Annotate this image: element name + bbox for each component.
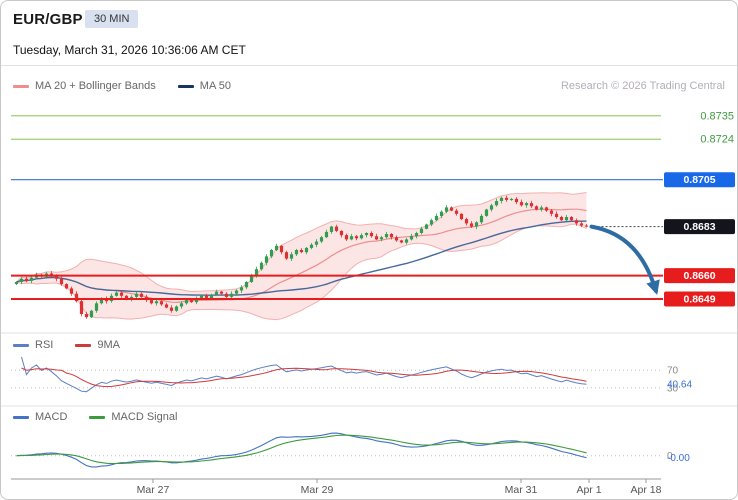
- chart-datetime: Tuesday, March 31, 2026 10:36:06 AM CET: [13, 43, 246, 57]
- rsi-9ma-label: 9MA: [97, 339, 120, 351]
- rsi-label: RSI: [35, 339, 54, 351]
- x-tick-label: Mar 29: [301, 484, 334, 495]
- svg-text:30: 30: [667, 383, 679, 394]
- level-badge-0.8660: [664, 268, 735, 284]
- header-divider: [1, 65, 737, 66]
- x-tick-label: Apr 18: [631, 484, 662, 495]
- rsi-legend: RSI 9MA: [13, 339, 142, 351]
- svg-text:0.8649: 0.8649: [683, 294, 715, 306]
- svg-text:70: 70: [667, 366, 679, 377]
- macd-signal-label: MACD Signal: [111, 411, 178, 423]
- level-badge-0.8683: [664, 219, 735, 235]
- ma50-line: [16, 220, 587, 296]
- svg-text:0.8660: 0.8660: [683, 270, 715, 282]
- macd-signal-swatch-icon: [89, 415, 106, 419]
- macd-swatch-icon: [13, 415, 29, 419]
- svg-text:0.8705: 0.8705: [683, 174, 715, 186]
- level-badge-0.8705: [664, 172, 735, 188]
- candlestick-series: [14, 195, 589, 319]
- x-tick-label: Mar 31: [505, 484, 538, 495]
- timeframe-badge: 30 MIN: [85, 10, 139, 28]
- level-badge-0.8649: [664, 291, 735, 307]
- legend-item-rsi-9ma: 9MA: [75, 339, 120, 351]
- bollinger-band: [16, 192, 587, 321]
- x-tick-label: Mar 27: [137, 484, 170, 495]
- legend-item-ma20-bb: MA 20 + Bollinger Bands: [13, 80, 156, 92]
- legend-item-macd: MACD: [13, 411, 67, 423]
- rsi-9ma-swatch-icon: [75, 343, 92, 347]
- ma50-label: MA 50: [199, 80, 231, 92]
- legend-item-rsi: RSI: [13, 339, 53, 351]
- svg-text:0.8735: 0.8735: [700, 110, 734, 122]
- macd-legend: MACD MACD Signal: [13, 411, 199, 423]
- rsi-last-value: 40.64: [667, 380, 692, 391]
- research-credit: Research © 2026 Trading Central: [560, 80, 725, 92]
- price-levels: 0.8735 0.8724 0.8705 0.8683 0.8660 0.8649: [11, 110, 735, 307]
- legend-item-ma50: MA 50: [177, 80, 231, 92]
- svg-text:0.8724: 0.8724: [700, 134, 734, 146]
- legend-item-macd-signal: MACD Signal: [89, 411, 177, 423]
- macd-label: MACD: [35, 411, 68, 423]
- symbol-title: EUR/GBP: [13, 11, 83, 28]
- ma50-swatch-icon: [177, 84, 194, 88]
- projection-arrow: [589, 224, 660, 295]
- svg-text:0.8683: 0.8683: [683, 221, 715, 233]
- rsi-swatch-icon: [13, 343, 29, 347]
- ma20-bb-swatch-icon: [13, 84, 29, 88]
- ma20-bb-label: MA 20 + Bollinger Bands: [35, 80, 156, 92]
- macd-panel: 0-0.00: [11, 432, 690, 468]
- price-chart-canvas: 0.8735 0.8724 0.8705 0.8683 0.8660 0.8649 70 30…: [1, 110, 737, 495]
- svg-text:0: 0: [667, 451, 673, 462]
- main-legend: MA 20 + Bollinger Bands MA 50 Research ©…: [13, 80, 725, 92]
- x-axis: Mar 27 Mar 29 Mar 31 Apr 1 Apr 18: [11, 478, 662, 495]
- macd-last-value: -0.00: [667, 453, 690, 464]
- x-tick-label: Apr 1: [576, 484, 601, 495]
